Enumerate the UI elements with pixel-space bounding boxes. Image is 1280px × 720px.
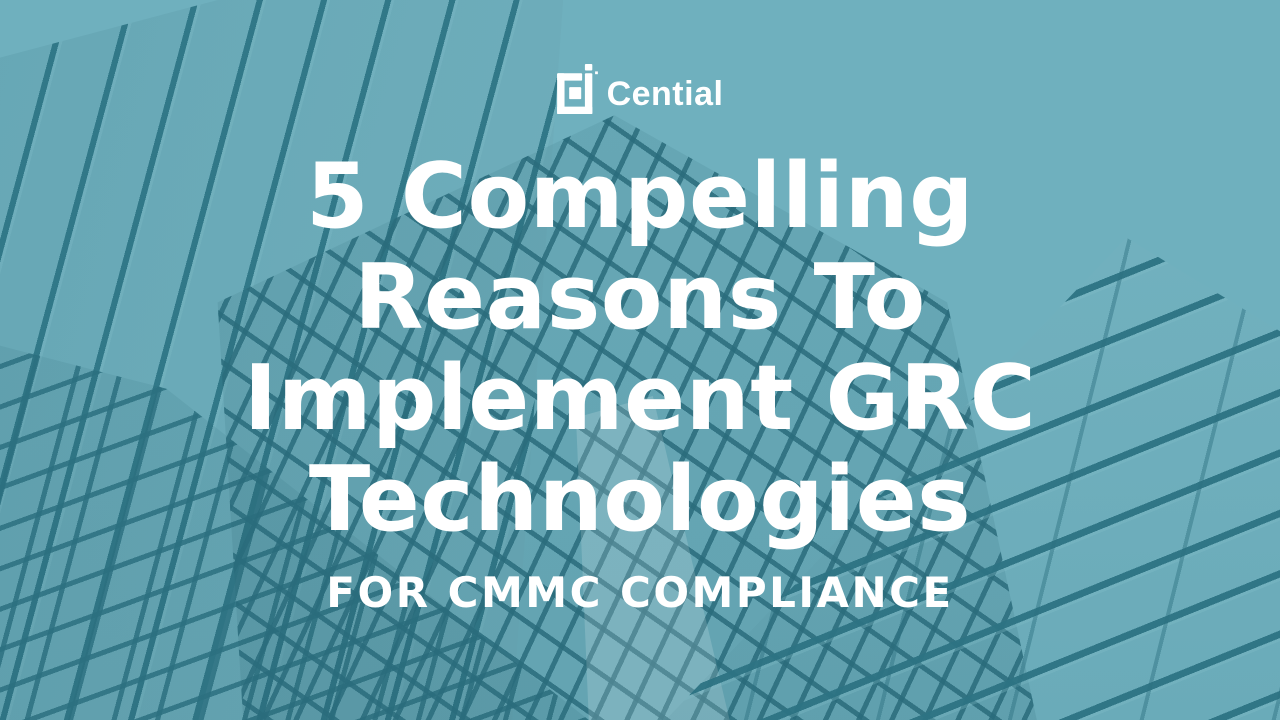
- hero-section: 5 Compelling Reasons To Implement GRC Te…: [0, 146, 1280, 616]
- title-line-4: Technologies: [308, 447, 972, 552]
- page-subtitle: FOR CMMC COMPLIANCE: [326, 568, 954, 617]
- title-line-1: 5 Compelling: [305, 144, 975, 249]
- title-line-2: Reasons To: [354, 245, 926, 350]
- brand-logo: Cential: [0, 64, 1280, 114]
- brand-name: Cential: [606, 75, 724, 113]
- page-title: 5 Compelling Reasons To Implement GRC Te…: [0, 146, 1280, 550]
- title-line-3: Implement GRC: [243, 346, 1037, 451]
- cential-square-i-logo-icon: [556, 64, 598, 114]
